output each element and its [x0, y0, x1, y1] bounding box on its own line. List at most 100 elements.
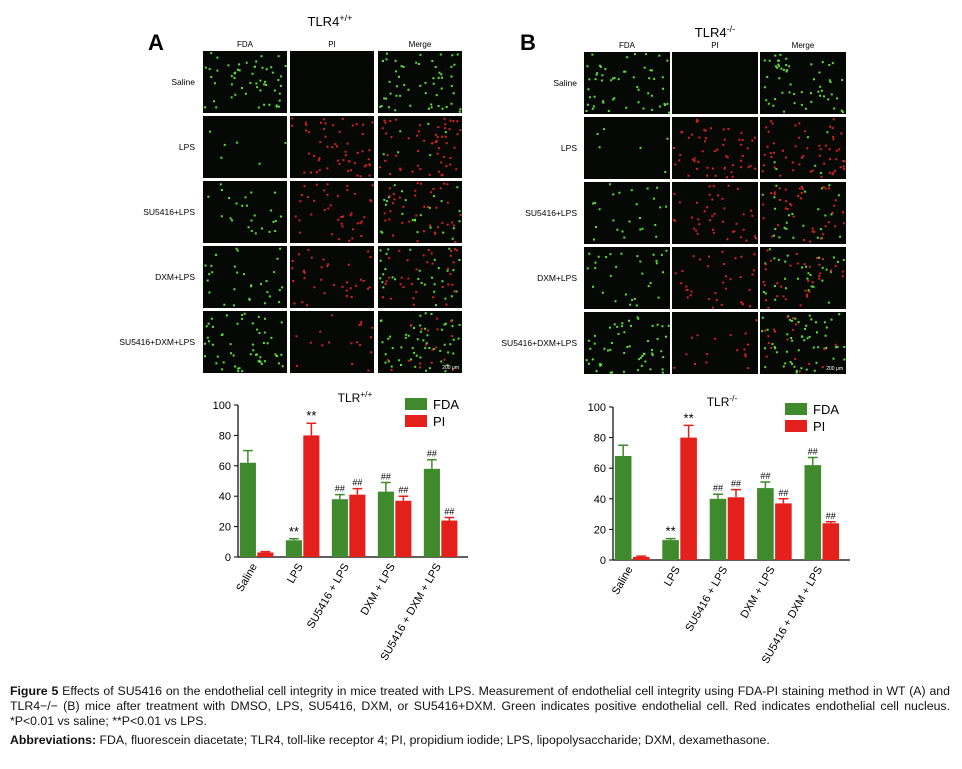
- error-bar: [713, 493, 723, 499]
- red-cells: [761, 118, 846, 178]
- error-bar: [352, 487, 363, 495]
- panel-letter: B: [520, 30, 536, 55]
- significance-label: **: [684, 410, 694, 425]
- bar: [377, 491, 394, 557]
- error-bar: [444, 516, 455, 521]
- column-header: PI: [328, 40, 336, 49]
- micrograph: [584, 182, 670, 244]
- bar: [285, 540, 302, 557]
- x-tick-label: LPS: [285, 562, 306, 586]
- error-bar: [306, 422, 317, 436]
- micrograph: [203, 116, 287, 178]
- micrograph: [760, 312, 846, 374]
- y-tick-label: 40: [219, 491, 231, 503]
- y-tick-label: 100: [588, 402, 606, 414]
- caption-text: Effects of SU5416 on the endothelial cel…: [10, 684, 950, 728]
- green-cells: [204, 312, 284, 373]
- error-bar: [731, 488, 741, 498]
- bar: [423, 468, 440, 557]
- error-bar: [243, 449, 253, 463]
- bar: [614, 455, 632, 560]
- red-cells: [379, 117, 462, 177]
- caption: Figure 5 Effects of SU5416 on the endoth…: [10, 684, 950, 729]
- micrograph: [203, 181, 287, 243]
- column-header: FDA: [237, 40, 254, 49]
- x-tick-label: DXM + LPS: [359, 562, 398, 618]
- error-bar: [636, 555, 647, 557]
- abbreviations-label: Abbreviations:: [10, 733, 97, 747]
- y-tick-label: 20: [594, 524, 606, 536]
- bar: [632, 556, 650, 560]
- micrograph: [203, 246, 287, 308]
- error-bar: [289, 538, 299, 541]
- significance-label: ##: [427, 449, 437, 459]
- y-tick-label: 0: [600, 555, 606, 567]
- bar: [662, 540, 679, 560]
- legend-label: FDA: [433, 397, 459, 412]
- row-label: LPS: [179, 142, 195, 152]
- panel-title-sup: +/+: [339, 13, 352, 23]
- panel-title-text: TLR4: [308, 14, 340, 29]
- significance-label: ##: [444, 506, 454, 516]
- y-tick-label: 60: [594, 463, 606, 475]
- significance-label: ##: [335, 484, 345, 494]
- error-bar: [427, 458, 437, 469]
- legend-label: PI: [433, 414, 445, 429]
- error-bar: [381, 481, 391, 492]
- bar: [804, 465, 822, 560]
- bar: [757, 488, 774, 560]
- legend-swatch: [405, 398, 427, 410]
- micrograph: [290, 51, 374, 113]
- column-header: FDA: [619, 41, 636, 50]
- micrograph: [378, 181, 462, 243]
- bar: [395, 500, 412, 557]
- chart-title-sup: +/+: [360, 389, 372, 399]
- significance-label: ##: [808, 446, 818, 456]
- micrograph: [760, 117, 846, 179]
- caption-label: Figure 5: [10, 684, 59, 698]
- scale-bar-label: 200 μm: [442, 365, 459, 371]
- y-tick-label: 80: [219, 430, 231, 442]
- row-label: Saline: [171, 77, 195, 87]
- significance-label: ##: [713, 483, 723, 493]
- micrograph: [760, 247, 846, 309]
- micrograph: [672, 312, 758, 374]
- row-label: LPS: [561, 143, 577, 153]
- significance-label: **: [306, 408, 316, 423]
- abbreviations-text: FDA, fluorescein diacetate; TLR4, toll-l…: [99, 733, 770, 747]
- y-tick-label: 0: [225, 552, 231, 564]
- panel-title: TLR4+/+: [308, 13, 353, 29]
- chart-title-text: TLR: [707, 395, 730, 409]
- x-tick-label: Saline: [234, 562, 260, 594]
- row-label: Saline: [553, 78, 577, 88]
- row-label: SU5416+LPS: [143, 207, 195, 217]
- error-bar: [825, 521, 836, 524]
- row-label: SU5416+DXM+LPS: [501, 338, 577, 348]
- bar: [303, 435, 320, 557]
- row-label: SU5416+LPS: [525, 208, 577, 218]
- panel-title-sup: -/-: [727, 24, 736, 34]
- row-label: DXM+LPS: [155, 272, 195, 282]
- y-tick-label: 80: [594, 433, 606, 445]
- row-label: SU5416+DXM+LPS: [119, 337, 195, 347]
- micrograph: [584, 247, 670, 309]
- bar: [257, 552, 274, 557]
- micrograph: [760, 52, 846, 114]
- panel-title: TLR4-/-: [695, 24, 735, 40]
- micrograph: [584, 117, 670, 179]
- y-tick-label: 100: [213, 400, 231, 412]
- column-header: Merge: [792, 41, 815, 50]
- micrograph: [378, 51, 462, 113]
- x-tick-label: SU5416 + LPS: [305, 562, 352, 631]
- bar: [349, 494, 366, 557]
- chart-title: TLR-/-: [707, 393, 738, 409]
- green-cells: [379, 52, 462, 113]
- legend-label: PI: [813, 419, 825, 434]
- micrograph: [290, 181, 374, 243]
- significance-label: ##: [398, 485, 408, 495]
- legend-swatch: [405, 415, 427, 427]
- chart-title-sup: -/-: [729, 393, 737, 403]
- micrograph: [290, 246, 374, 308]
- bar: [331, 499, 348, 557]
